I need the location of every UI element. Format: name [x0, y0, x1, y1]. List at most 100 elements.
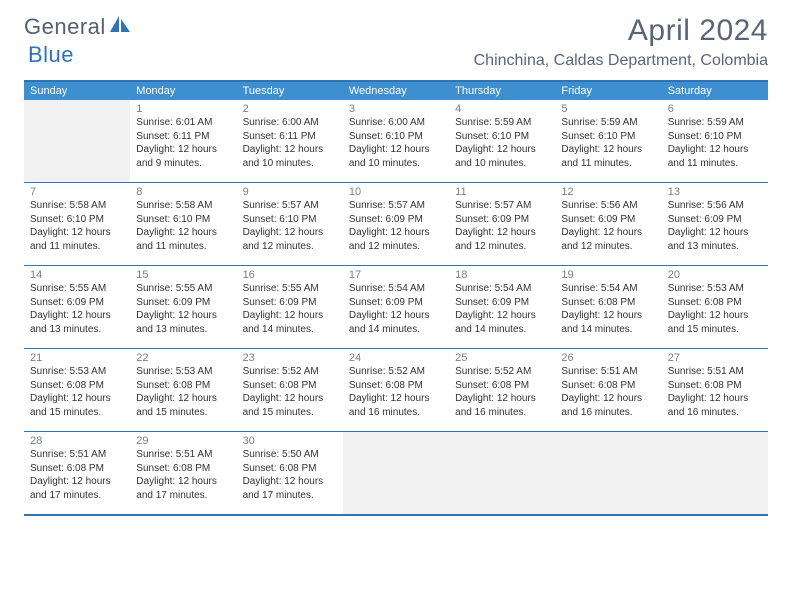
day-number: 22 — [136, 352, 230, 364]
day-info-line: Daylight: 12 hours — [349, 226, 443, 240]
day-cell: 27Sunrise: 5:51 AMSunset: 6:08 PMDayligh… — [662, 349, 768, 431]
header: General April 2024 Chinchina, Caldas Dep… — [0, 0, 792, 74]
day-number: 13 — [668, 186, 762, 198]
day-info-line: Sunrise: 5:55 AM — [243, 282, 337, 296]
day-cell — [449, 432, 555, 514]
day-cell: 7Sunrise: 5:58 AMSunset: 6:10 PMDaylight… — [24, 183, 130, 265]
day-info-line: Sunset: 6:08 PM — [136, 379, 230, 393]
day-info-line: Daylight: 12 hours — [668, 392, 762, 406]
day-cell: 1Sunrise: 6:01 AMSunset: 6:11 PMDaylight… — [130, 100, 236, 182]
day-info-line: and 15 minutes. — [136, 406, 230, 420]
day-info-line: and 9 minutes. — [136, 157, 230, 171]
day-cell: 5Sunrise: 5:59 AMSunset: 6:10 PMDaylight… — [555, 100, 661, 182]
day-info-line: Sunset: 6:08 PM — [243, 462, 337, 476]
day-info-line: Sunrise: 6:00 AM — [349, 116, 443, 130]
day-number: 23 — [243, 352, 337, 364]
weekday-header-cell: Saturday — [662, 82, 768, 100]
day-info-line: Sunrise: 5:59 AM — [455, 116, 549, 130]
day-cell — [343, 432, 449, 514]
day-cell: 25Sunrise: 5:52 AMSunset: 6:08 PMDayligh… — [449, 349, 555, 431]
weeks-container: 1Sunrise: 6:01 AMSunset: 6:11 PMDaylight… — [24, 100, 768, 514]
day-info-line: Daylight: 12 hours — [136, 226, 230, 240]
day-info-line: Sunrise: 5:56 AM — [561, 199, 655, 213]
day-info-line: Sunset: 6:11 PM — [243, 130, 337, 144]
day-info-line: Sunset: 6:09 PM — [349, 296, 443, 310]
day-info-line: Sunset: 6:09 PM — [668, 213, 762, 227]
day-info-line: Sunset: 6:10 PM — [136, 213, 230, 227]
day-number: 6 — [668, 103, 762, 115]
day-cell — [662, 432, 768, 514]
day-number: 30 — [243, 435, 337, 447]
day-info-line: and 14 minutes. — [455, 323, 549, 337]
day-info-line: Sunset: 6:10 PM — [30, 213, 124, 227]
day-number: 21 — [30, 352, 124, 364]
day-number: 29 — [136, 435, 230, 447]
day-info-line: Sunrise: 5:58 AM — [30, 199, 124, 213]
day-info-line: Sunrise: 5:58 AM — [136, 199, 230, 213]
day-info-line: and 11 minutes. — [136, 240, 230, 254]
day-info-line: and 14 minutes. — [561, 323, 655, 337]
day-info-line: Sunrise: 5:54 AM — [349, 282, 443, 296]
day-info-line: and 11 minutes. — [668, 157, 762, 171]
day-info-line: Daylight: 12 hours — [455, 143, 549, 157]
logo-text-general: General — [24, 14, 106, 40]
day-cell: 4Sunrise: 5:59 AMSunset: 6:10 PMDaylight… — [449, 100, 555, 182]
month-title: April 2024 — [474, 14, 768, 48]
day-info-line: Daylight: 12 hours — [561, 226, 655, 240]
weekday-header-row: SundayMondayTuesdayWednesdayThursdayFrid… — [24, 82, 768, 100]
day-info-line: Sunrise: 5:55 AM — [136, 282, 230, 296]
day-info-line: Sunset: 6:08 PM — [349, 379, 443, 393]
day-info-line: Daylight: 12 hours — [243, 392, 337, 406]
day-info-line: Daylight: 12 hours — [136, 309, 230, 323]
day-info-line: and 12 minutes. — [455, 240, 549, 254]
day-number: 18 — [455, 269, 549, 281]
day-cell: 16Sunrise: 5:55 AMSunset: 6:09 PMDayligh… — [237, 266, 343, 348]
day-info-line: Sunset: 6:09 PM — [561, 213, 655, 227]
day-info-line: Daylight: 12 hours — [136, 143, 230, 157]
day-info-line: Sunrise: 5:51 AM — [668, 365, 762, 379]
day-info-line: Sunset: 6:10 PM — [561, 130, 655, 144]
day-cell: 15Sunrise: 5:55 AMSunset: 6:09 PMDayligh… — [130, 266, 236, 348]
day-info-line: Daylight: 12 hours — [455, 226, 549, 240]
day-cell — [24, 100, 130, 182]
day-info-line: and 10 minutes. — [455, 157, 549, 171]
day-cell: 28Sunrise: 5:51 AMSunset: 6:08 PMDayligh… — [24, 432, 130, 514]
day-info-line: and 12 minutes. — [561, 240, 655, 254]
day-info-line: Daylight: 12 hours — [136, 475, 230, 489]
weekday-header-cell: Wednesday — [343, 82, 449, 100]
day-info-line: Sunset: 6:08 PM — [30, 379, 124, 393]
day-info-line: Sunrise: 5:54 AM — [561, 282, 655, 296]
day-info-line: Sunrise: 5:53 AM — [30, 365, 124, 379]
day-cell: 8Sunrise: 5:58 AMSunset: 6:10 PMDaylight… — [130, 183, 236, 265]
day-number: 2 — [243, 103, 337, 115]
day-info-line: Sunset: 6:09 PM — [455, 296, 549, 310]
day-number: 8 — [136, 186, 230, 198]
day-info-line: Sunset: 6:11 PM — [136, 130, 230, 144]
day-info-line: Daylight: 12 hours — [349, 392, 443, 406]
day-cell: 20Sunrise: 5:53 AMSunset: 6:08 PMDayligh… — [662, 266, 768, 348]
day-number: 12 — [561, 186, 655, 198]
day-number: 28 — [30, 435, 124, 447]
day-number: 14 — [30, 269, 124, 281]
day-cell: 24Sunrise: 5:52 AMSunset: 6:08 PMDayligh… — [343, 349, 449, 431]
day-info-line: Daylight: 12 hours — [668, 143, 762, 157]
week-row: 14Sunrise: 5:55 AMSunset: 6:09 PMDayligh… — [24, 265, 768, 348]
day-number: 24 — [349, 352, 443, 364]
day-number: 5 — [561, 103, 655, 115]
day-info-line: Sunset: 6:08 PM — [136, 462, 230, 476]
day-info-line: and 13 minutes. — [30, 323, 124, 337]
day-info-line: Sunset: 6:08 PM — [668, 379, 762, 393]
logo-text-blue: Blue — [28, 42, 74, 67]
day-cell: 22Sunrise: 5:53 AMSunset: 6:08 PMDayligh… — [130, 349, 236, 431]
day-info-line: Daylight: 12 hours — [243, 143, 337, 157]
day-info-line: Daylight: 12 hours — [668, 226, 762, 240]
day-info-line: Sunrise: 5:59 AM — [668, 116, 762, 130]
day-info-line: and 16 minutes. — [349, 406, 443, 420]
day-info-line: Sunset: 6:09 PM — [30, 296, 124, 310]
day-info-line: Sunrise: 5:57 AM — [349, 199, 443, 213]
day-cell: 10Sunrise: 5:57 AMSunset: 6:09 PMDayligh… — [343, 183, 449, 265]
day-number: 9 — [243, 186, 337, 198]
day-info-line: Daylight: 12 hours — [30, 309, 124, 323]
day-cell: 9Sunrise: 5:57 AMSunset: 6:10 PMDaylight… — [237, 183, 343, 265]
day-info-line: Sunset: 6:09 PM — [455, 213, 549, 227]
